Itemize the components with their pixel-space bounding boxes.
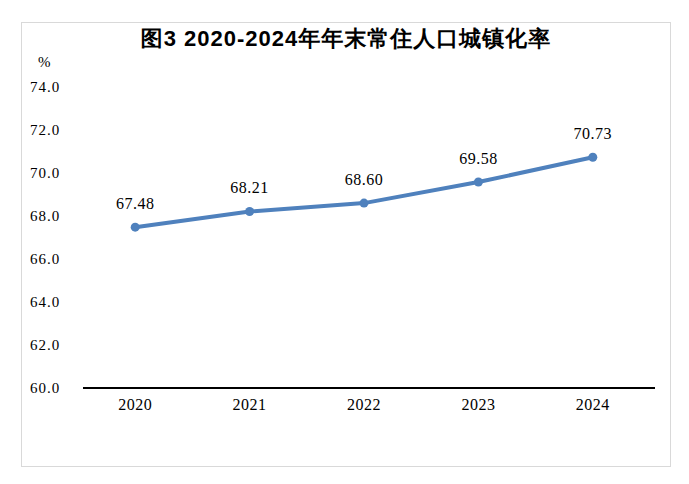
data-line	[135, 157, 593, 227]
data-value-label: 68.21	[230, 179, 269, 197]
y-tick-label: 68.0	[30, 208, 80, 225]
x-category-label: 2020	[118, 396, 152, 414]
data-point-marker	[131, 223, 140, 232]
y-tick-label: 66.0	[30, 251, 80, 268]
y-tick-label: 74.0	[30, 79, 80, 96]
chart-page: 图3 2020-2024年年末常住人口城镇化率 % 74.072.070.068…	[0, 0, 689, 484]
x-category-label: 2024	[576, 396, 610, 414]
data-point-marker	[588, 153, 597, 162]
y-tick-label: 70.0	[30, 165, 80, 182]
data-value-label: 67.48	[116, 195, 155, 213]
data-value-label: 68.60	[345, 171, 384, 189]
data-value-label: 69.58	[459, 150, 498, 168]
y-tick-label: 64.0	[30, 294, 80, 311]
data-point-marker	[360, 199, 369, 208]
data-point-marker	[474, 178, 483, 187]
y-tick-label: 60.0	[30, 380, 80, 397]
data-value-label: 70.73	[574, 125, 613, 143]
x-category-label: 2023	[461, 396, 495, 414]
y-tick-label: 62.0	[30, 337, 80, 354]
x-category-label: 2021	[233, 396, 267, 414]
data-point-marker	[245, 207, 254, 216]
y-tick-label: 72.0	[30, 122, 80, 139]
x-category-label: 2022	[347, 396, 381, 414]
